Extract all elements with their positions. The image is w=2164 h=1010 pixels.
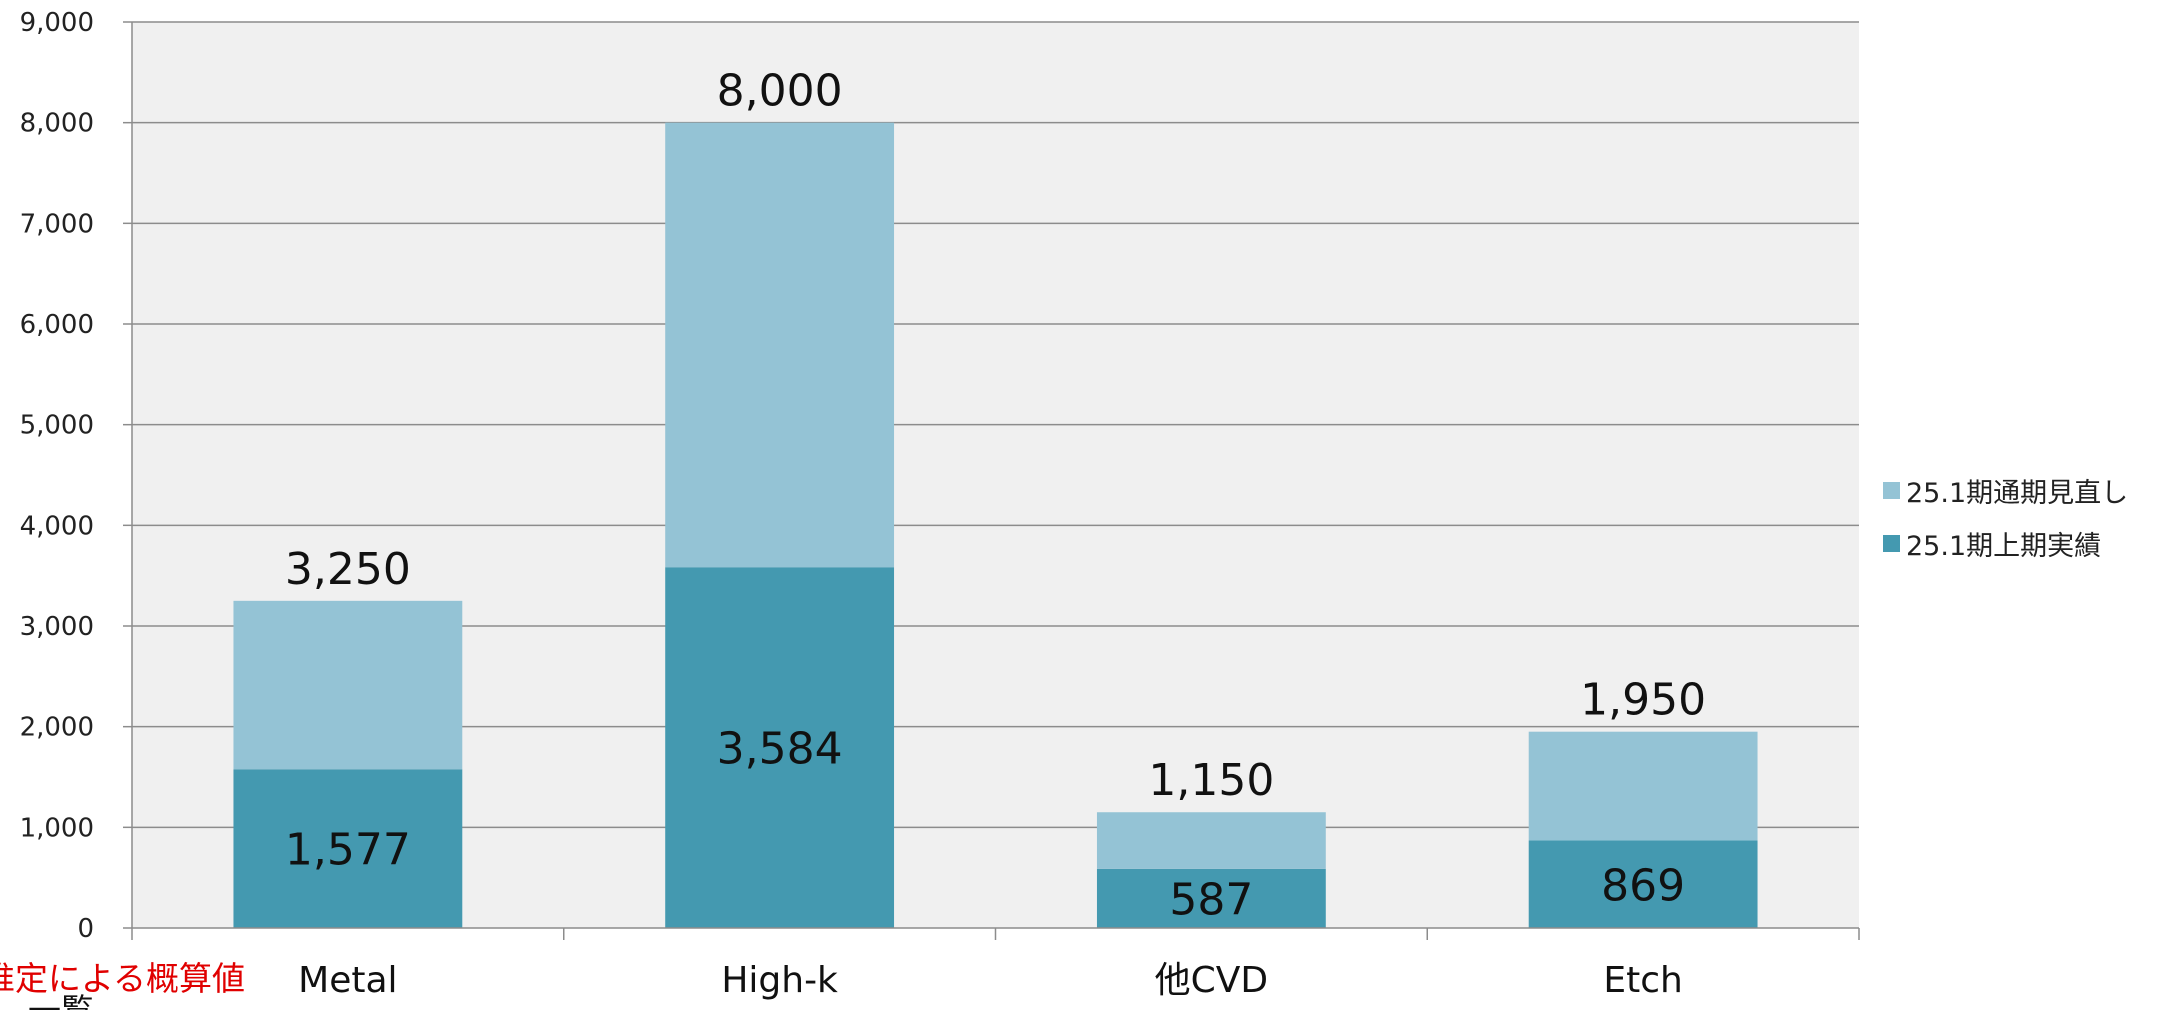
y-tick-label: 7,000 [20,209,94,239]
y-tick-label: 3,000 [20,612,94,642]
y-tick-label: 1,000 [20,813,94,843]
bar-full-year-revised [1528,731,1758,841]
total-data-label: 8,000 [717,66,843,117]
segment-data-label: 3,584 [717,724,843,775]
segment-data-label: 587 [1169,874,1253,925]
y-tick-label: 5,000 [20,411,94,441]
y-tick-label: 6,000 [20,310,94,340]
category-labels: Metal High-k 他CVD Etch [298,960,1683,1001]
bars [233,122,1758,928]
axes [131,22,1860,940]
bar-full-year-revised [233,600,463,770]
bar-first-half-actual [665,567,895,928]
y-tick-label: 4,000 [20,511,94,541]
y-tick-label: 2,000 [20,713,94,743]
total-data-label: 3,250 [285,544,411,595]
category-label: 他CVD [1155,960,1269,1001]
category-label: Etch [1603,960,1682,1001]
cut-note: 一覧 [28,991,94,1010]
segment-data-label: 1,577 [285,825,411,876]
segment-data-label: 869 [1601,860,1685,911]
total-data-label: 1,150 [1148,755,1274,806]
bar-first-half-actual [233,769,463,928]
y-tick-label: 9,000 [20,8,94,38]
y-axis-ticks: 0 1,000 2,000 3,000 4,000 5,000 6,000 7,000 8,00… [20,8,132,944]
legend-swatch-first-half-actual [1883,535,1900,552]
data-labels: 1,577 3,250 3,584 8,000 587 1,150 869 1,950 [285,66,1706,926]
bar-first-half-actual [1528,840,1758,928]
bar-first-half-actual [1096,868,1326,928]
legend-swatch-full-year-revised [1883,482,1900,499]
legend-label-first-half-actual: 25.1期上期実績 [1906,531,2101,562]
bar-full-year-revised [1096,812,1326,869]
y-tick-label: 0 [77,914,94,944]
bar-full-year-revised [665,122,895,568]
category-label: High-k [721,960,838,1001]
legend-label-full-year-revised: 25.1期通期見直し [1906,478,2128,509]
category-label: Metal [298,960,397,1001]
legend: 25.1期通期見直し 25.1期上期実績 [1883,478,2128,562]
red-note: 推定による概算値 [0,959,245,998]
total-data-label: 1,950 [1580,675,1706,726]
y-tick-label: 8,000 [20,109,94,139]
